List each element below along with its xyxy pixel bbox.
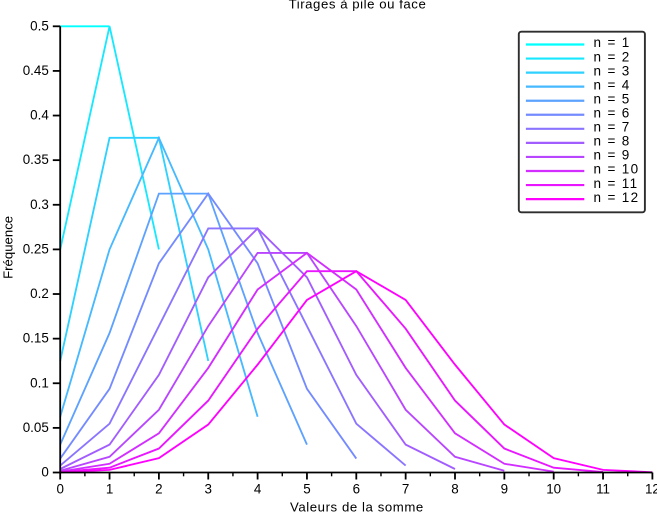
svg-text:n = 2: n = 2 [594, 49, 631, 64]
svg-text:n = 10: n = 10 [594, 162, 640, 177]
svg-text:n = 6: n = 6 [594, 105, 631, 120]
svg-text:9: 9 [501, 482, 508, 497]
svg-text:5: 5 [303, 482, 310, 497]
svg-text:0: 0 [56, 482, 63, 497]
svg-text:0.15: 0.15 [23, 331, 49, 346]
svg-text:6: 6 [353, 482, 360, 497]
svg-text:0.1: 0.1 [30, 375, 49, 390]
svg-text:0: 0 [41, 465, 48, 480]
svg-text:3: 3 [205, 482, 212, 497]
svg-text:0.4: 0.4 [30, 108, 49, 123]
svg-text:n = 1: n = 1 [594, 35, 631, 50]
svg-text:1: 1 [106, 482, 113, 497]
svg-text:Fréquence: Fréquence [1, 216, 16, 279]
svg-text:n = 3: n = 3 [594, 63, 631, 78]
svg-text:n = 9: n = 9 [594, 148, 631, 163]
svg-text:0.5: 0.5 [30, 18, 49, 33]
svg-text:12: 12 [645, 482, 657, 497]
svg-text:2: 2 [155, 482, 162, 497]
svg-text:n = 5: n = 5 [594, 91, 631, 106]
svg-text:4: 4 [254, 482, 262, 497]
svg-text:0.2: 0.2 [30, 286, 49, 301]
svg-text:10: 10 [546, 482, 561, 497]
svg-text:Valeurs de la somme: Valeurs de la somme [290, 500, 424, 512]
svg-text:0.35: 0.35 [23, 152, 49, 167]
svg-text:8: 8 [451, 482, 458, 497]
svg-text:0.25: 0.25 [23, 241, 49, 256]
svg-text:Tirages à pile ou face: Tirages à pile ou face [289, 0, 427, 12]
svg-text:0.45: 0.45 [23, 63, 49, 78]
svg-text:n = 8: n = 8 [594, 134, 631, 149]
svg-text:0.3: 0.3 [30, 197, 49, 212]
svg-text:n = 4: n = 4 [594, 77, 631, 92]
svg-text:0.05: 0.05 [23, 420, 49, 435]
svg-text:n = 11: n = 11 [594, 176, 639, 191]
svg-text:n = 12: n = 12 [594, 190, 640, 205]
svg-text:11: 11 [596, 482, 610, 497]
svg-text:n = 7: n = 7 [594, 120, 631, 135]
svg-text:7: 7 [402, 482, 409, 497]
